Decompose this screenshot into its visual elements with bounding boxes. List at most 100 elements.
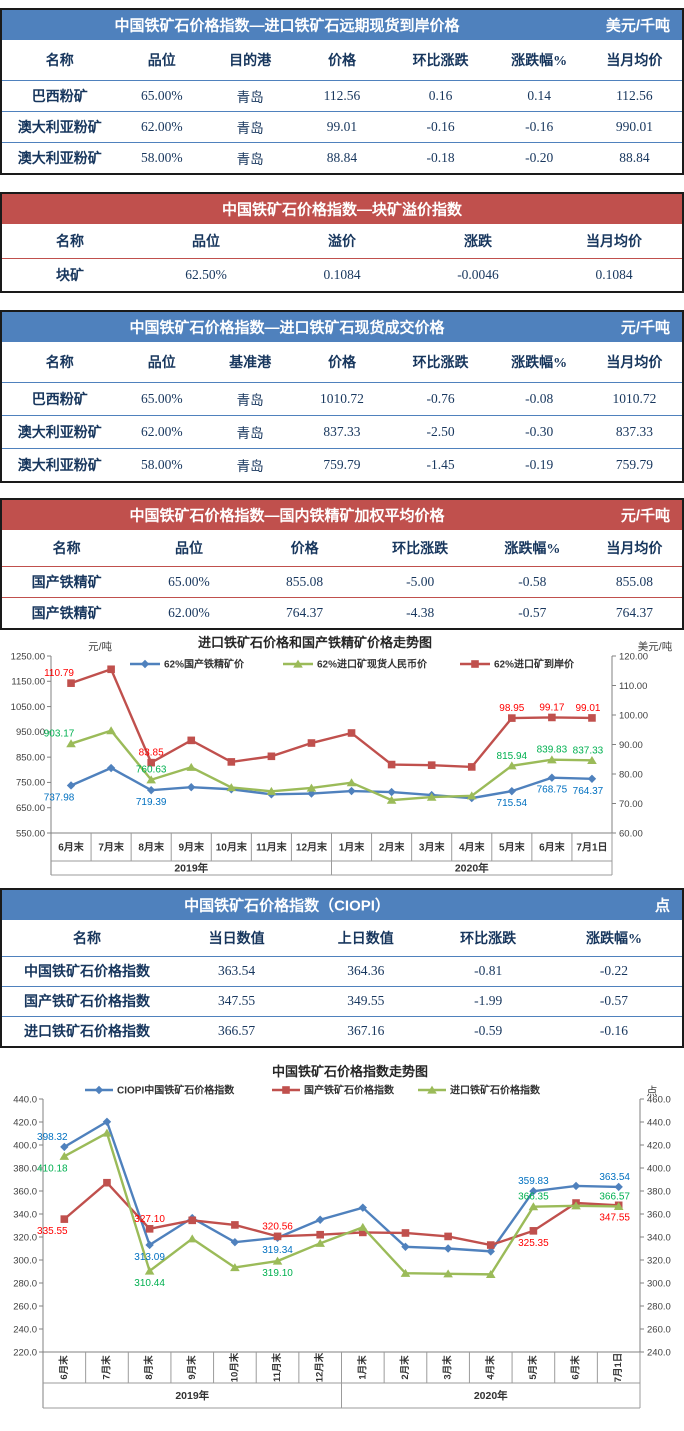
table-cell: 855.08 <box>246 565 363 597</box>
table-header-bar: 中国铁矿石价格指数—进口铁矿石现货成交价格 元/千吨 <box>2 312 682 342</box>
table-cell: 88.84 <box>294 141 390 173</box>
table-cell: -2.50 <box>389 414 492 448</box>
column-header: 环比涨跌 <box>392 541 449 557</box>
table-cell: -1.99 <box>430 985 546 1016</box>
series-line <box>63 1119 619 1253</box>
series-triangle <box>66 726 597 804</box>
table-cell: -0.81 <box>430 955 546 986</box>
table-row: 澳大利亚粉矿 58.00% 青岛 759.79 -1.45 -0.19 759.79 <box>2 447 682 481</box>
category-label: 10月末 <box>216 841 248 854</box>
chart-legend: 62%国产铁精矿价 62%进口矿现货人民币价 62%进口矿到岸价 <box>130 658 575 671</box>
series-data-labels: 110.79 83.85 98.95 99.17 99.01 <box>44 668 601 758</box>
chart-import-vs-domestic-price-trend: 进口铁矿石价格和国产铁精矿价格走势图 元/吨 美元/吨 62%国产铁精矿价 62%进口矿… <box>0 630 684 888</box>
category-label: 11月末 <box>271 1352 283 1382</box>
table-row: 国产铁矿石价格指数 347.55 349.55 -1.99 -0.57 <box>2 985 682 1016</box>
category-label: 4月末 <box>484 1355 496 1380</box>
data-label: 839.83 <box>537 745 568 756</box>
left-axis-tick-label: 240.0 <box>13 1324 37 1335</box>
right-axis-tick-label: 280.0 <box>647 1301 671 1312</box>
table-cell: 0.1084 <box>546 257 682 291</box>
right-axis-tick-label: 420.0 <box>647 1140 671 1151</box>
left-axis-tick-label: 950.00 <box>16 727 45 738</box>
column-header: 当日数值 <box>208 931 265 947</box>
category-label: 2月末 <box>379 841 406 854</box>
data-label: 366.35 <box>518 1192 549 1203</box>
table-cell: 58.00% <box>117 141 206 173</box>
data-label: 760.63 <box>136 765 167 776</box>
left-axis-tick-label: 850.00 <box>16 752 45 763</box>
series-square <box>67 665 596 771</box>
table-cell: -0.16 <box>389 110 492 142</box>
table-header-bar: 中国铁矿石价格指数（CIOPI） 点 <box>2 890 682 920</box>
data-label: 719.39 <box>136 797 167 808</box>
data-label: 366.57 <box>599 1191 630 1202</box>
column-header: 价格 <box>290 541 319 557</box>
column-header: 基准港 <box>229 355 272 371</box>
table-cell: -0.19 <box>491 447 587 481</box>
category-label: 3月末 <box>442 1355 454 1380</box>
table-cell: -0.76 <box>389 381 492 415</box>
table-cell: 112.56 <box>294 79 390 111</box>
left-axis-tick-label: 300.0 <box>13 1255 37 1266</box>
table-cell: -5.00 <box>362 565 478 597</box>
table-header-bar: 中国铁矿石价格指数—块矿溢价指数 <box>2 194 682 224</box>
right-axis-unit: 美元/吨 <box>638 640 673 653</box>
series-line <box>63 1131 619 1276</box>
table-lump-premium-index: 中国铁矿石价格指数—块矿溢价指数 名称 品位 溢价 涨跌 当月均价 块矿 62.50% 0.10… <box>0 192 684 293</box>
table-title: 中国铁矿石价格指数（CIOPI） <box>184 897 390 915</box>
column-header: 涨跌 <box>464 234 492 250</box>
table-unit-label: 元/千吨 <box>620 507 670 525</box>
table-cell: 巴西粉矿 <box>2 381 118 415</box>
data-label: 327.10 <box>134 1214 165 1225</box>
category-label: 11月末 <box>256 841 288 854</box>
table-cell: 65.00% <box>117 79 206 111</box>
column-header: 环比涨跌 <box>412 355 469 371</box>
table-cell: 347.55 <box>172 985 302 1016</box>
table-cell: 青岛 <box>205 381 295 415</box>
table-cell: 青岛 <box>205 447 295 481</box>
table-import-spot-price: 中国铁矿石价格指数—进口铁矿石现货成交价格 元/千吨 名称 品位 基准港 价格 环比涨跌 涨跌… <box>0 310 684 483</box>
data-label: 410.18 <box>37 1163 68 1174</box>
table-cell: 青岛 <box>205 141 295 173</box>
column-header-row: 名称 品位 目的港 价格 环比涨跌 涨跌幅% 当月均价 <box>2 40 682 80</box>
left-axis-tick-label: 280.0 <box>13 1278 37 1289</box>
data-label: 359.83 <box>518 1176 549 1187</box>
table-unit-label: 元/千吨 <box>620 319 670 337</box>
left-axis-tick-label: 220.0 <box>13 1347 37 1358</box>
category-label: 3月末 <box>419 841 446 854</box>
column-header: 价格 <box>327 355 356 371</box>
right-axis-tick-label: 260.0 <box>647 1324 671 1335</box>
year-group-label: 2019年 <box>174 862 208 875</box>
data-label: 768.75 <box>537 785 568 796</box>
category-label: 6月末 <box>539 841 566 854</box>
table-cell: -0.16 <box>491 110 587 142</box>
table-title: 中国铁矿石价格指数—进口铁矿石远期现货到岸价格 <box>114 17 460 35</box>
data-label: 715.54 <box>497 798 528 809</box>
right-axis-tick-label: 300.0 <box>647 1278 671 1289</box>
table-row: 国产铁精矿 62.00% 764.37 -4.38 -0.57 764.37 <box>2 596 682 628</box>
table-cell: -0.08 <box>491 381 587 415</box>
legend-label: 62%国产铁精矿价 <box>164 658 245 671</box>
table-cell: -1.45 <box>389 447 492 481</box>
table-cell: 367.16 <box>301 1015 431 1046</box>
year-group-label: 2019年 <box>175 1389 209 1402</box>
data-label: 98.95 <box>499 703 524 714</box>
table-unit-label: 美元/千吨 <box>605 17 670 35</box>
table-cell: 65.00% <box>117 381 206 415</box>
category-label: 8月末 <box>143 1355 155 1380</box>
series-data-labels: 903.17 760.63 815.94 839.83 837.33 <box>44 729 604 776</box>
category-label: 9月末 <box>186 1355 198 1380</box>
legend-label: CIOPI中国铁矿石价格指数 <box>117 1084 235 1097</box>
table-header-bar: 中国铁矿石价格指数—进口铁矿石远期现货到岸价格 美元/千吨 <box>2 10 682 40</box>
table-cell: 澳大利亚粉矿 <box>2 141 118 173</box>
table-cell: 青岛 <box>205 110 295 142</box>
table-cell: 363.54 <box>172 955 302 986</box>
table-row: 进口铁矿石价格指数 366.57 367.16 -0.59 -0.16 <box>2 1015 682 1046</box>
left-axis-tick-label: 550.00 <box>16 828 45 839</box>
data-label: 313.09 <box>134 1252 165 1263</box>
column-header: 当月均价 <box>606 355 663 371</box>
column-header: 当月均价 <box>606 541 663 557</box>
legend-label: 62%进口矿现货人民币价 <box>317 658 428 671</box>
table-cell: 364.36 <box>301 955 431 986</box>
